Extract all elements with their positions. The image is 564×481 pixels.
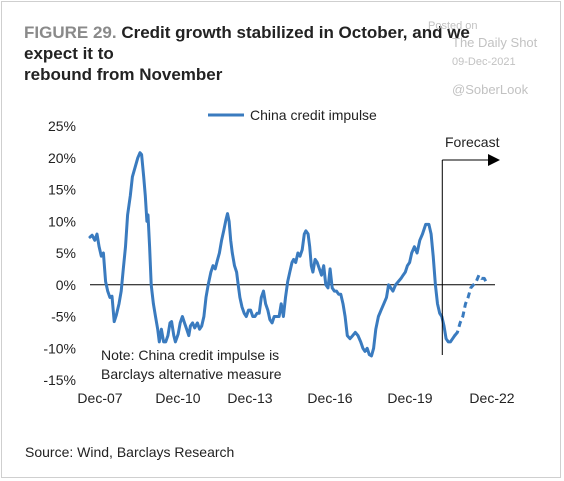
y-tick-label: -5% [51, 309, 76, 325]
forecast-label: Forecast [445, 134, 500, 150]
x-tick-label: Dec-13 [227, 390, 272, 406]
source-note: Source: Wind, Barclays Research [25, 444, 235, 460]
figure-title: FIGURE 29. Credit growth stabilized in O… [24, 22, 524, 85]
title-line-2: rebound from November [24, 65, 223, 84]
x-tick-label: Dec-22 [469, 390, 514, 406]
credit-impulse-chart: 25% 20% 15% 10% 5% 0% -5% -10% -15%Dec-07 Dec-10 D… [43, 107, 514, 406]
y-tick-label: 25% [48, 118, 76, 134]
y-tick-label: 20% [48, 150, 76, 166]
figure-label: FIGURE 29. [24, 23, 117, 42]
x-tick-label: Dec-10 [155, 390, 200, 406]
y-tick-label: -10% [43, 340, 76, 356]
y-tick-label: 15% [48, 182, 76, 198]
y-tick-label: 0% [56, 277, 76, 293]
forecast-arrow-head [488, 154, 500, 166]
y-tick-label: -15% [43, 372, 76, 388]
legend-label: China credit impulse [250, 107, 377, 123]
watermark-date: 09-Dec-2021 [452, 56, 516, 68]
y-tick-label: 10% [48, 213, 76, 229]
title-line-1: Credit growth stabilized in October, and… [24, 23, 470, 63]
forecast-series-line [453, 273, 488, 337]
x-tick-label: Dec-07 [77, 390, 122, 406]
watermark-posted: Posted on [428, 20, 478, 32]
watermark-handle: @SoberLook [452, 82, 529, 97]
credit-impulse-series-line [88, 151, 457, 358]
y-tick-label: 5% [56, 245, 76, 261]
chart-note-line: Barclays alternative measure [101, 366, 282, 382]
x-tick-label: Dec-19 [387, 390, 432, 406]
watermark-site: The Daily Shot [452, 35, 538, 50]
chart-note-line: Note: China credit impulse is [101, 347, 279, 363]
x-tick-label: Dec-16 [307, 390, 352, 406]
